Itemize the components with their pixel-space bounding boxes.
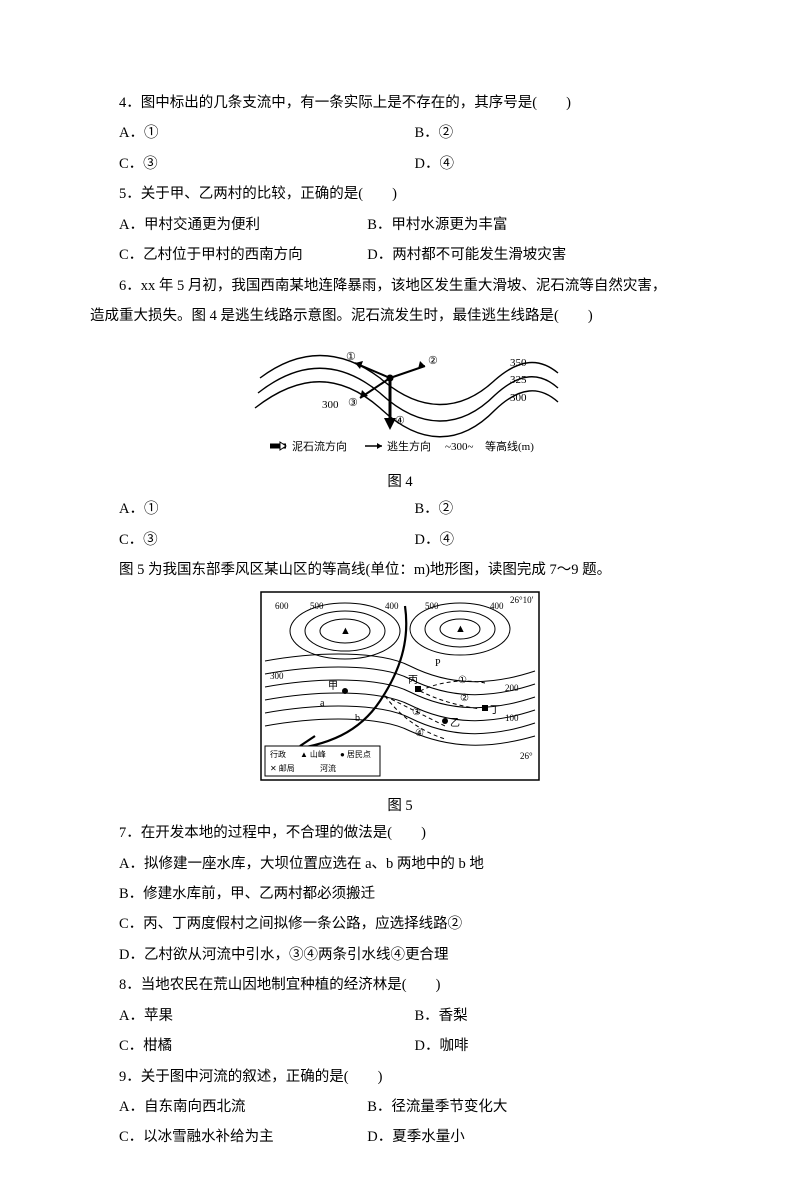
q4-opt-b: B．② <box>415 118 711 148</box>
peak-1-icon: ▲ <box>340 625 351 637</box>
q6-opt-b: B．② <box>415 494 711 524</box>
label-r2: ② <box>460 693 469 704</box>
legend-escape: 逃生方向 <box>387 439 431 453</box>
label-ding: 丁 <box>490 705 500 716</box>
cv-400b: 400 <box>490 601 504 611</box>
cv-400: 400 <box>385 601 399 611</box>
contour-300b: 300 <box>322 399 339 411</box>
arrow-3: ③ <box>348 397 358 409</box>
leg-3: ✕ 邮局 <box>270 763 295 773</box>
peak-2-icon: ▲ <box>455 623 466 635</box>
cv-500b: 500 <box>425 601 439 611</box>
leg-4: 河流 <box>320 763 336 773</box>
legend-debris: 泥石流方向 <box>292 439 347 453</box>
q4-opt-d: D．④ <box>415 149 711 179</box>
page: 4．图中标出的几条支流中，有一条实际上是不存在的，其序号是( ) A．① B．②… <box>0 0 800 1193</box>
q9-stem: 9．关于图中河流的叙述，正确的是( ) <box>90 1062 710 1092</box>
label-yi: 乙 <box>450 717 460 729</box>
q6-stem-2: 造成重大损失。图 4 是逃生线路示意图。泥石流发生时，最佳逃生线路是( ) <box>90 301 710 331</box>
figure-5: ▲ ▲ 甲 乙 丙 丁 a b P ① ② ③ ④ 600 500 400 50… <box>90 591 710 792</box>
q6-stem-1: 6．xx 年 5 月初，我国西南某地连降暴雨，该地区发生重大滑坡、泥石流等自然灾… <box>90 271 710 301</box>
figure-4: 350 325 300 300 ① ② ③ ④ 泥石流方向 <box>90 338 710 469</box>
lat-top: 26°10′ <box>510 595 534 605</box>
figure-5-svg: ▲ ▲ 甲 乙 丙 丁 a b P ① ② ③ ④ 600 500 400 50… <box>260 591 540 781</box>
contour-325: 325 <box>510 374 527 386</box>
intro-7-9: 图 5 为我国东部季风区某山区的等高线(单位：m)地形图，读图完成 7～9 题。 <box>90 555 710 585</box>
arrow-1: ① <box>346 351 356 363</box>
q6-opt-d: D．④ <box>415 525 711 555</box>
q5-opt-d: D．两村都不可能发生滑坡灾害 <box>367 240 566 270</box>
label-b: b <box>355 713 360 724</box>
label-r3: ③ <box>412 707 421 718</box>
q5-opt-a: A．甲村交通更为便利 <box>119 210 367 240</box>
arrow-4: ④ <box>395 415 405 427</box>
svg-text:~300~: ~300~ <box>445 441 473 453</box>
q8-opt-c: C．柑橘 <box>119 1031 415 1061</box>
q7-opt-b: B．修建水库前，甲、乙两村都必须搬迁 <box>90 879 710 909</box>
figure-4-caption: 图 4 <box>90 471 710 494</box>
q6-opt-c: C．③ <box>119 525 415 555</box>
q5-stem: 5．关于甲、乙两村的比较，正确的是( ) <box>90 179 710 209</box>
figure-5-caption: 图 5 <box>90 795 710 818</box>
q8-opt-d: D．咖啡 <box>415 1031 711 1061</box>
q6-opt-a: A．① <box>119 494 415 524</box>
q5-opt-b: B．甲村水源更为丰富 <box>367 210 507 240</box>
point-ding-icon <box>482 705 488 711</box>
label-p: P <box>435 658 441 669</box>
point-yi-icon <box>442 718 448 724</box>
point-jia-icon <box>342 688 348 694</box>
q4-opt-c: C．③ <box>119 149 415 179</box>
contour-300a: 300 <box>510 392 527 404</box>
q7-stem: 7．在开发本地的过程中，不合理的做法是( ) <box>90 818 710 848</box>
q8-stem: 8．当地农民在荒山因地制宜种植的经济林是( ) <box>90 970 710 1000</box>
label-r4: ④ <box>415 728 424 739</box>
q9-opt-a: A．自东南向西北流 <box>119 1092 367 1122</box>
point-bing-icon <box>415 686 421 692</box>
leg-1: ▲ 山峰 <box>300 749 326 759</box>
figure-4-svg: 350 325 300 300 ① ② ③ ④ 泥石流方向 <box>240 338 560 458</box>
q5-opt-c: C．乙村位于甲村的西南方向 <box>119 240 367 270</box>
q9-opt-c: C．以冰雪融水补给为主 <box>119 1122 367 1152</box>
q9-opt-d: D．夏季水量小 <box>367 1122 464 1152</box>
cv-200: 200 <box>505 683 519 693</box>
q4-opt-a: A．① <box>119 118 415 148</box>
contour-350: 350 <box>510 357 527 369</box>
leg-2: ● 居民点 <box>340 750 371 759</box>
q7-opt-d: D．乙村欲从河流中引水，③④两条引水线④更合理 <box>90 940 710 970</box>
cv-600: 600 <box>275 601 289 611</box>
q8-opt-b: B．香梨 <box>415 1001 711 1031</box>
q7-opt-c: C．丙、丁两度假村之间拟修一条公路，应选择线路② <box>90 909 710 939</box>
label-jia: 甲 <box>328 681 338 692</box>
label-r1: ① <box>458 675 467 686</box>
legend-contour: 等高线(m) <box>485 439 534 453</box>
leg-0: 行政 <box>270 749 286 759</box>
q9-opt-b: B．径流量季节变化大 <box>367 1092 507 1122</box>
q4-stem: 4．图中标出的几条支流中，有一条实际上是不存在的，其序号是( ) <box>90 88 710 118</box>
label-a: a <box>320 698 325 709</box>
cv-300: 300 <box>270 671 284 681</box>
cv-100: 100 <box>505 713 519 723</box>
label-bing: 丙 <box>408 675 418 686</box>
arrow-2: ② <box>428 355 438 367</box>
q7-opt-a: A．拟修建一座水库，大坝位置应选在 a、b 两地中的 b 地 <box>90 849 710 879</box>
q8-opt-a: A．苹果 <box>119 1001 415 1031</box>
cv-500: 500 <box>310 601 324 611</box>
lat-bot: 26° <box>520 751 533 761</box>
